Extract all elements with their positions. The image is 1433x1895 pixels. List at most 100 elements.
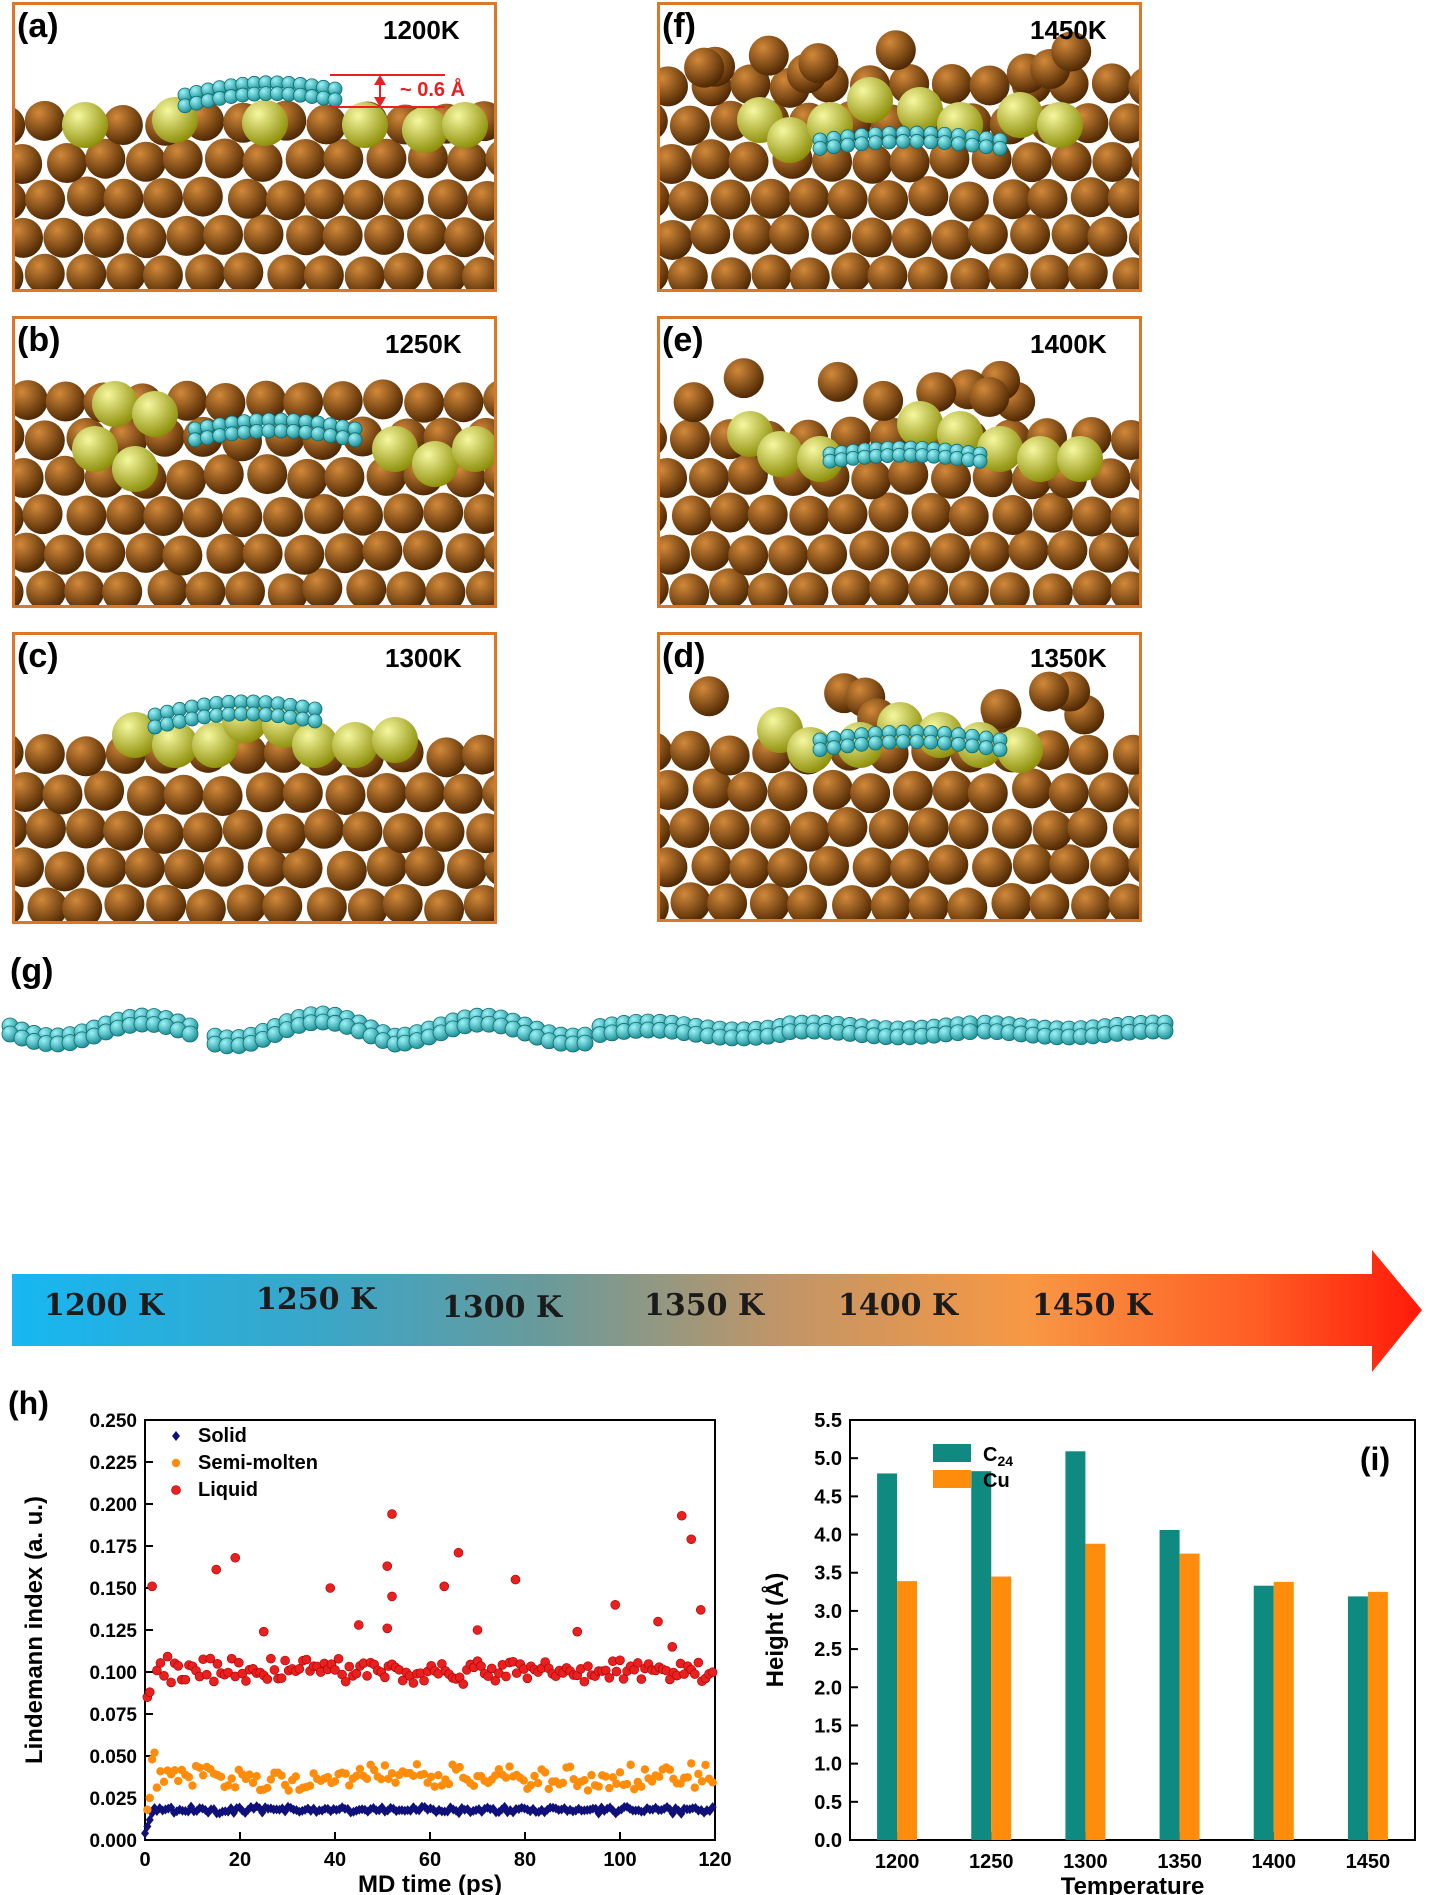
adatom [977,426,1023,472]
semi-molten-point [170,1766,179,1775]
carbon-atom [909,134,925,149]
carbon-atom [295,711,311,727]
copper-atom [1049,844,1090,885]
copper-atom [266,813,307,854]
semi-molten-point [355,1764,365,1774]
semi-molten-point [708,1778,717,1787]
semi-molten-point [412,1760,422,1769]
semi-molten-point [227,1774,236,1783]
copper-atom [246,380,287,421]
liquid-point [667,1641,678,1652]
copper-atom [750,808,791,849]
c24-bar [877,1473,898,1840]
copper-atom [709,735,750,776]
copper-atom [15,419,25,454]
copper-atom [817,361,858,402]
copper-atom [15,736,24,769]
arrow-label-1450: 1450 K [1032,1288,1153,1323]
copper-atom [787,884,828,919]
copper-atom [750,178,791,219]
copper-atom [1130,457,1139,491]
y-tick-label: 0.075 [89,1705,137,1726]
copper-atom [142,255,183,289]
panel-d-letter: (d) [662,637,706,675]
copper-atom [147,570,188,605]
solid-point [597,1802,606,1813]
semi-molten-point [569,1774,578,1784]
liquid-point [653,1616,663,1627]
copper-atom [347,888,388,921]
liquid-point [147,1581,157,1592]
copper-atom [343,495,384,536]
liquid-point [633,1658,643,1668]
copper-atom [1092,141,1133,182]
copper-atom [463,494,494,535]
copper-atom [222,809,263,850]
copper-atom [751,254,792,289]
copper-atom [245,772,286,813]
semi-molten-point [188,1781,197,1790]
copper-atom [831,569,872,605]
adatom [152,722,198,768]
carbon-atom [978,139,994,155]
x-tick-label: 80 [514,1849,536,1871]
copper-atom [185,889,226,921]
copper-atom [104,884,145,921]
copper-atom [164,849,205,890]
semi-molten-point [587,1770,596,1780]
semi-molten-point [362,1774,372,1784]
semi-molten-point [387,1769,397,1778]
solid-point [303,1803,312,1814]
copper-atom [285,138,326,179]
copper-atom [483,849,494,884]
copper-atom [1108,103,1139,144]
copper-atom [789,811,830,852]
liquid-point [353,1620,364,1630]
semi-molten-point [605,1783,614,1793]
plot-frame [849,1419,1416,1841]
copper-atom [322,381,363,422]
copper-atom [1067,807,1108,848]
copper-atom [1088,772,1129,813]
carbon-atom [881,734,897,750]
semi-molten-point [147,1755,157,1764]
semi-molten-point [519,1776,529,1785]
copper-atom [303,808,344,849]
semi-molten-point [594,1782,603,1791]
copper-atom [660,500,668,532]
copper-atom [807,534,848,575]
liquid-point [690,1669,700,1679]
carbon-atom [812,742,828,757]
solid-point [383,1805,392,1816]
adatom [112,712,158,758]
liquid-point [340,1676,351,1687]
copper-atom [24,253,65,289]
copper-atom [988,253,1029,289]
carbon-atom [181,1025,199,1043]
liquid-point [439,1581,450,1592]
copper-atom [989,572,1030,605]
copper-atom [707,883,748,919]
copper-atom [303,255,344,289]
copper-atom [465,570,494,605]
liquid-point [579,1676,590,1687]
carbon-atom [199,430,215,446]
semi-molten-point [601,1772,610,1781]
copper-atom [287,458,328,499]
carbon-atom [270,708,286,724]
copper-atom [227,178,268,219]
copper-atom [684,47,725,88]
semi-molten-point [419,1769,429,1779]
copper-atom [809,846,850,887]
copper-atom [484,535,494,570]
copper-atom [931,63,972,104]
y-tick-label: 0.125 [89,1621,137,1642]
y-axis-label: Height (Å) [761,1573,789,1688]
semi-molten-point [533,1778,543,1788]
adatom [1037,102,1083,148]
semi-molten-point [558,1778,568,1788]
solid-point [509,1807,518,1818]
liquid-point [695,1605,706,1615]
copper-atom [1128,68,1139,105]
copper-atom [304,493,345,534]
